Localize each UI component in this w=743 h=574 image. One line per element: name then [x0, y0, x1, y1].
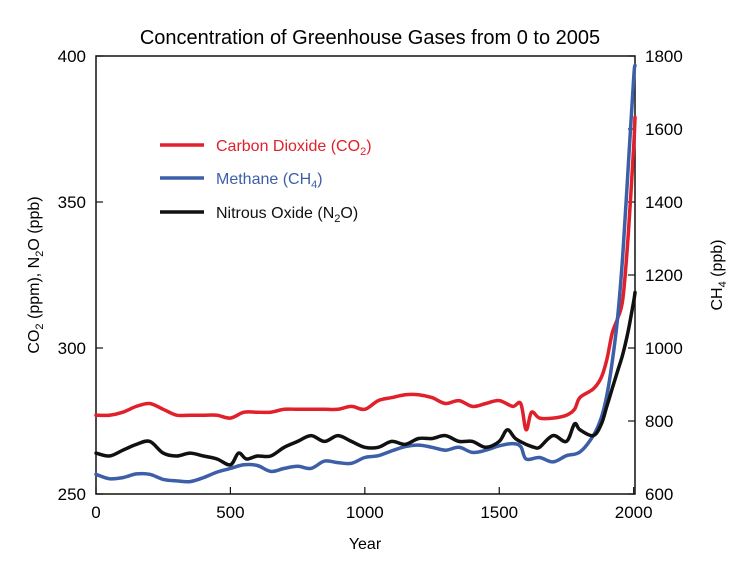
right-y-tick-label: 1800 — [645, 47, 683, 66]
right-y-tick-label: 600 — [645, 485, 673, 504]
left-y-axis-ticks: 250 300 350 400 — [58, 47, 103, 504]
legend-item-n2o: Nitrous Oxide (N2O) — [160, 205, 358, 225]
x-axis-ticks: 0 500 1000 1500 2000 — [91, 487, 653, 522]
legend-label-ch4: Methane (CH — [216, 171, 311, 188]
right-y-tick-label: 1000 — [645, 339, 683, 358]
left-y-axis-label: CO2 (ppm), N2O (ppb) — [26, 196, 46, 353]
left-y-tick-label: 250 — [58, 485, 86, 504]
right-y-tick-label: 800 — [645, 412, 673, 431]
x-tick-label: 0 — [91, 503, 100, 522]
right-y-tick-label: 1600 — [645, 120, 683, 139]
legend-label-n2o: Nitrous Oxide (N — [216, 205, 334, 222]
series-lines — [94, 63, 637, 484]
svg-text:Methane (CH4): Methane (CH4) — [216, 171, 323, 191]
left-y-tick-label: 300 — [58, 339, 86, 358]
x-tick-label: 1000 — [346, 503, 384, 522]
right-y-tick-label: 1400 — [645, 193, 683, 212]
svg-text:Nitrous Oxide (N2O): Nitrous Oxide (N2O) — [216, 205, 358, 225]
x-tick-label: 1500 — [480, 503, 518, 522]
svg-text:Carbon Dioxide (CO2): Carbon Dioxide (CO2) — [216, 138, 372, 158]
right-y-axis-ticks: 600 800 1000 1200 1400 1600 1800 — [628, 47, 683, 504]
legend-item-ch4: Methane (CH4) — [160, 171, 323, 191]
x-tick-label: 500 — [216, 503, 244, 522]
ch4-line — [94, 63, 637, 484]
x-tick-label: 2000 — [615, 503, 653, 522]
n2o-line — [94, 290, 637, 467]
legend: Carbon Dioxide (CO2) Methane (CH4) Nitro… — [160, 138, 372, 225]
plot-frame — [95, 55, 636, 495]
chart-title: Concentration of Greenhouse Gases from 0… — [140, 27, 600, 49]
legend-item-co2: Carbon Dioxide (CO2) — [160, 138, 372, 158]
left-y-tick-label: 350 — [58, 193, 86, 212]
legend-label-co2: Carbon Dioxide (CO — [216, 138, 360, 155]
co2-line — [94, 115, 637, 432]
right-y-tick-label: 1200 — [645, 266, 683, 285]
left-y-tick-label: 400 — [58, 47, 86, 66]
x-axis-label: Year — [349, 536, 382, 553]
svg-text:CH4 (ppb): CH4 (ppb) — [709, 239, 729, 310]
svg-text:CO2 (ppm), N2O (ppb): CO2 (ppm), N2O (ppb) — [26, 196, 46, 353]
right-y-axis-label: CH4 (ppb) — [709, 239, 729, 310]
